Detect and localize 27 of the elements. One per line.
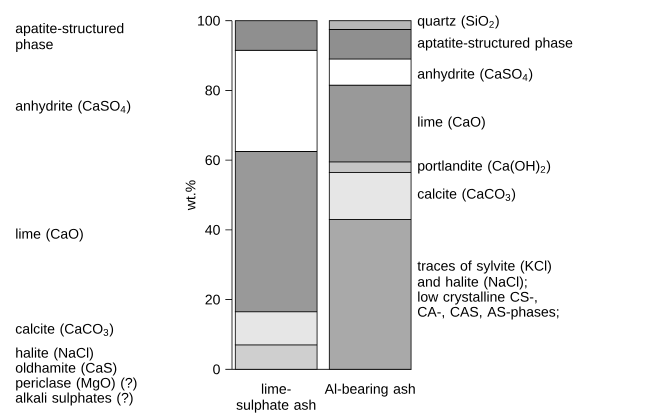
x-tick-label: lime-sulphate ash	[236, 384, 316, 413]
text: alkali sulphates (?)	[16, 392, 133, 406]
text: calcite (CaCO$_{3}$)	[418, 188, 516, 202]
text: portlandite (Ca(OH)$_{2}$)	[418, 160, 550, 174]
text: traces of sylvite (KCl)	[417, 260, 551, 274]
y-tick-label: 100	[198, 16, 220, 26]
text: lime (CaO)	[16, 228, 83, 242]
text: CA-, CAS, AS-phases;	[418, 306, 558, 320]
text: quartz (SiO$_{2}$)	[418, 15, 499, 29]
text: oldhamite (CaS)	[16, 362, 116, 376]
text: halite (NaCl)	[16, 347, 93, 361]
y-tick-label: 20	[206, 294, 220, 305]
text: periclase (MgO) (?)	[16, 377, 136, 391]
y-tick-label: 0	[213, 364, 220, 374]
text: anhydrite (CaSO$_{4}$)	[418, 68, 532, 82]
text: lime (CaO)	[418, 116, 485, 130]
y-tick-label: 80	[205, 85, 220, 96]
y-tick-label: 40	[205, 224, 220, 235]
x-tick-label: Al-bearing ash	[324, 384, 415, 397]
y-axis-title: wt.%	[186, 180, 196, 210]
text: calcite (CaCO$_{3}$)	[16, 323, 114, 337]
text: and halite (NaCl);	[418, 276, 526, 290]
text: aptatite-structured phase	[418, 37, 572, 51]
text: anhydrite (CaSO$_{4}$)	[16, 100, 130, 114]
y-tick-label: 60	[206, 155, 220, 166]
text: apatite-structured phase	[16, 22, 124, 52]
text: low crystalline CS-,	[418, 291, 537, 305]
